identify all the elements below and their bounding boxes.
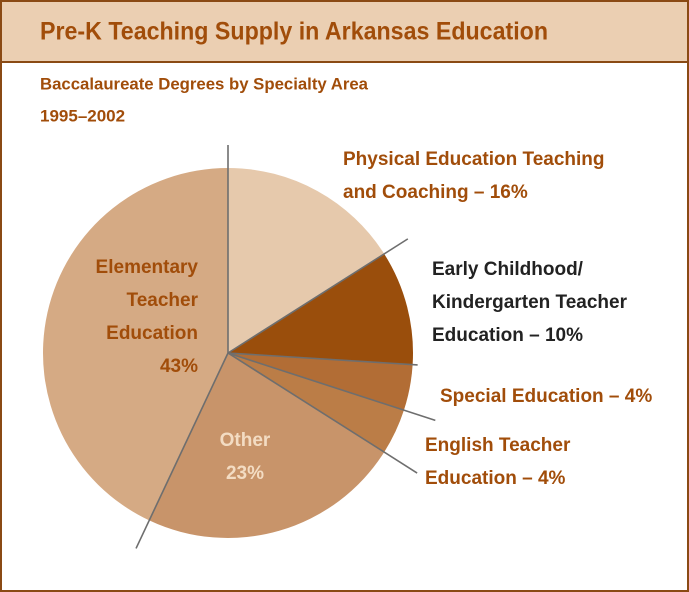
header-band bbox=[0, 0, 689, 63]
pie-slice bbox=[228, 168, 385, 353]
slice-label: Teacher bbox=[127, 290, 199, 311]
chart-title: Pre-K Teaching Supply in Arkansas Educat… bbox=[40, 18, 548, 46]
slice-label: Education – 4% bbox=[425, 468, 566, 489]
leader-line bbox=[227, 352, 418, 366]
slice-label: English Teacher bbox=[425, 435, 571, 456]
leader-line bbox=[227, 238, 409, 354]
pie-slice bbox=[228, 253, 413, 365]
slice-label: 23% bbox=[226, 463, 264, 484]
slice-label: Education – 10% bbox=[432, 325, 583, 346]
pie-slice bbox=[228, 353, 404, 453]
slice-label: Education bbox=[106, 323, 198, 344]
slice-label: Special Education – 4% bbox=[440, 386, 652, 407]
leader-line bbox=[227, 352, 436, 422]
chart-subtitle: Baccalaureate Degrees by Specialty Area bbox=[40, 74, 369, 93]
leader-line bbox=[227, 352, 418, 474]
leader-line bbox=[135, 352, 229, 549]
slice-label: and Coaching – 16% bbox=[343, 182, 528, 203]
slice-label: Kindergarten Teacher bbox=[432, 292, 628, 313]
slice-label: Elementary bbox=[96, 257, 199, 278]
chart-subtitle: 1995–2002 bbox=[40, 106, 125, 125]
pie-slice bbox=[149, 353, 385, 538]
slice-label: Early Childhood/ bbox=[432, 259, 584, 280]
slice-label: Other bbox=[220, 430, 271, 451]
pie-slice bbox=[42, 168, 228, 521]
slice-label: 43% bbox=[160, 356, 198, 377]
slice-label: Physical Education Teaching bbox=[343, 149, 605, 170]
